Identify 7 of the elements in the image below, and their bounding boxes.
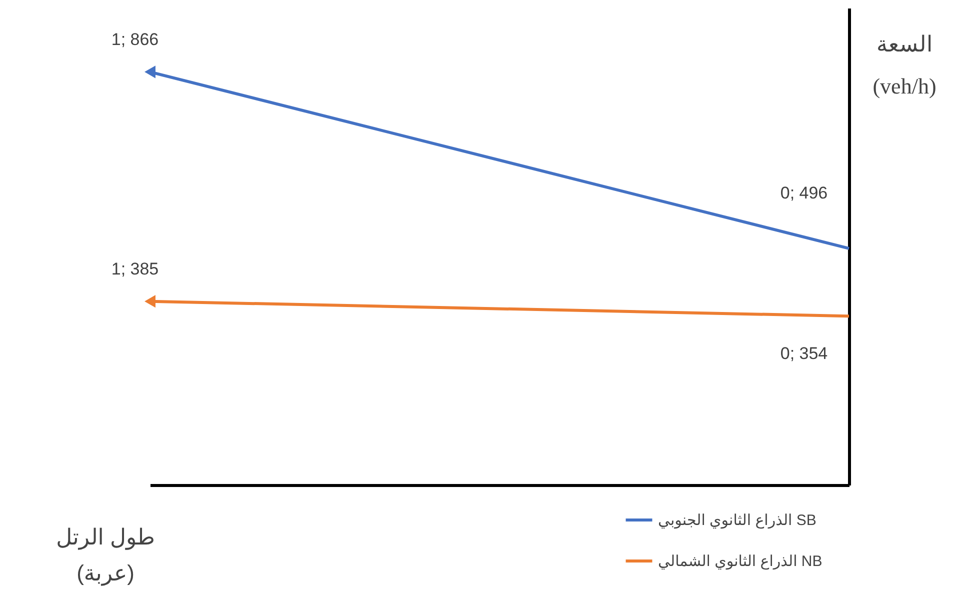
data-label: 0; 354 [780, 344, 828, 364]
data-label: 1; 866 [111, 30, 159, 49]
x-axis-title: طول الرتل (عربة) [56, 524, 155, 586]
legend-label: الذراع الثانوي الشمالي NB [658, 553, 822, 570]
data-label: 1; 385 [111, 259, 159, 278]
data-label: 0; 496 [780, 183, 828, 202]
legend-label: الذراع الثانوي الجنوبي SB [658, 512, 816, 529]
